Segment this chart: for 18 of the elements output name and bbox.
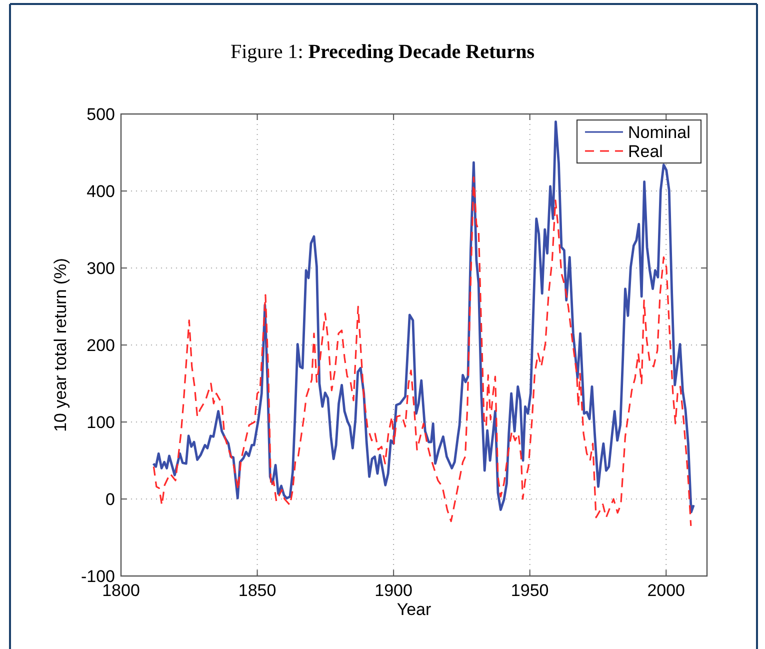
chart-title: Figure 1: Preceding Decade Returns [230,41,535,63]
line-series [152,176,692,527]
legend-label: Nominal [628,123,690,142]
x-axis-title: Year [396,600,432,619]
x-tick-label: 1950 [510,581,549,600]
line-series [152,120,695,514]
y-tick-label: 500 [86,105,115,124]
y-tick-label: 0 [106,490,115,509]
y-tick-label: 200 [86,336,115,355]
y-tick-label: 100 [86,413,115,432]
x-tick-label: 1800 [102,581,140,600]
x-tick-label: 1850 [238,581,276,600]
y-tick-label: 300 [86,259,115,278]
x-tick-label: 1900 [374,581,412,600]
y-axis-title: 10 year total return (%) [51,258,70,432]
x-tick-label: 2000 [647,581,686,600]
legend-label: Real [628,142,663,161]
y-tick-label: 400 [86,182,115,201]
